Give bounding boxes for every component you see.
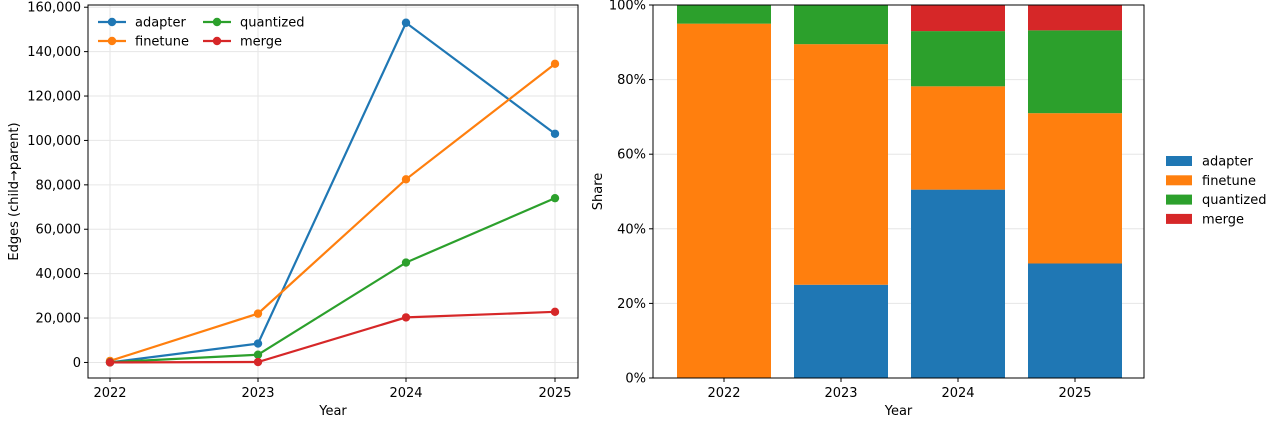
y-tick-label: 40% [617,222,646,237]
data-point-merge [401,313,411,322]
stacked-bar-chart: 0%20%40%60%80%100%2022 2023 2024 2025 Year … [591,0,1266,419]
y-tick-label: 100,000 [27,134,81,149]
bar-chart-legend: adapter finetune quantized merge [1166,155,1266,227]
x-tick-label: 2023 [824,386,857,401]
legend-label: adapter [1202,155,1254,170]
data-point-merge [105,358,115,367]
data-point-adapter [253,339,263,348]
data-point-finetune [253,309,263,318]
y-tick-label: 80,000 [36,178,82,193]
y-tick-label: 60% [617,148,646,163]
y-tick-label: 140,000 [27,45,81,60]
x-tick-label: 2025 [1058,386,1091,401]
legend-swatch [1166,213,1192,224]
bar-segment-adapter [794,284,888,378]
bar-chart-ticks: 0% 20% 40% 60% 80% 100% 2022 2023 2024 2025 [609,0,1092,401]
bar-segment-finetune [794,44,888,285]
data-point-quantized [253,350,263,359]
series-merge [105,307,560,367]
legend-marker [107,17,117,27]
legend-item-adapter: adapter [1166,155,1254,170]
line-chart-ticks: 0 20,000 40,000 60,000 80,000 100,000 120,000 1… [27,1,571,401]
bar-segment-finetune [1028,113,1122,264]
legend-item-quantized: quantized [1166,193,1266,208]
legend-item-merge: merge [1166,212,1244,227]
y-tick-label: 160,000 [27,1,81,16]
bar-stack-2025 [1028,5,1122,378]
data-point-merge [253,357,263,367]
y-tick-label: 20,000 [36,312,82,327]
data-point-quantized [550,193,560,203]
legend-swatch [1166,194,1192,205]
x-tick-label: 2022 [93,386,126,401]
legend-item-merge: merge [203,35,282,50]
bar-segment-merge [1028,5,1122,31]
data-point-quantized [401,258,411,267]
bar-chart-frame [652,4,1145,379]
legend-marker [212,17,222,27]
y-tick-label: 100% [609,0,646,14]
bar-segment-quantized [794,5,888,45]
series-line-merge [109,310,556,364]
legend-label: finetune [1202,174,1256,189]
y-tick-label: 80% [617,73,646,88]
legend-marker [212,36,222,46]
line-chart-y-axis-label: Edges (child→parent) [7,122,22,260]
line-chart-x-axis-label: Year [318,404,347,419]
legend-label: quantized [1202,193,1266,208]
bar-segment-quantized [911,31,1005,87]
bar-segment-quantized [677,5,771,24]
bar-segment-merge [911,5,1005,32]
legend-item-finetune: finetune [1166,174,1256,189]
legend-label: finetune [135,35,189,50]
y-tick-label: 0 [73,356,81,371]
legend-label: merge [240,35,282,50]
bar-chart-y-axis-label: Share [591,173,606,211]
bar-segment-finetune [677,23,771,379]
x-tick-label: 2023 [241,386,274,401]
legend-label: merge [1202,212,1244,227]
data-point-adapter [550,129,560,138]
series-line-adapter [109,21,556,364]
y-tick-label: 120,000 [27,90,81,105]
y-tick-label: 0% [625,372,646,387]
bar-segment-finetune [911,86,1005,190]
series-line-finetune [109,62,556,362]
legend-item-adapter: adapter [98,16,187,31]
x-tick-label: 2022 [707,386,740,401]
data-point-merge [550,307,560,317]
x-tick-label: 2024 [941,386,974,401]
legend-label: quantized [240,16,304,31]
bar-segment-adapter [911,189,1005,378]
legend-swatch [1166,175,1192,186]
data-point-finetune [401,175,411,184]
legend-label: adapter [135,16,187,31]
bar-segment-adapter [1028,263,1122,378]
bar-segment-quantized [1028,30,1122,114]
data-point-adapter [401,18,411,27]
line-chart-series [105,18,560,367]
y-tick-label: 60,000 [36,223,82,238]
bar-stack-2022 [677,5,771,379]
data-point-finetune [550,59,560,69]
bar-chart-bars [677,5,1122,379]
bar-stack-2024 [911,5,1005,378]
line-chart: 0 20,000 40,000 60,000 80,000 100,000 120,000 1… [7,1,579,419]
y-tick-label: 40,000 [36,267,82,282]
bar-chart-x-axis-label: Year [884,404,913,419]
series-line-quantized [109,197,556,364]
y-tick-label: 20% [617,297,646,312]
line-chart-legend: adapter finetune quantized merge [98,16,304,50]
line-chart-frame [87,4,579,379]
legend-item-quantized: quantized [203,16,304,31]
legend-marker [107,36,117,46]
x-tick-label: 2024 [389,386,422,401]
bar-stack-2023 [794,5,888,378]
legend-swatch [1166,156,1192,166]
x-tick-label: 2025 [538,386,571,401]
legend-item-finetune: finetune [98,35,189,50]
